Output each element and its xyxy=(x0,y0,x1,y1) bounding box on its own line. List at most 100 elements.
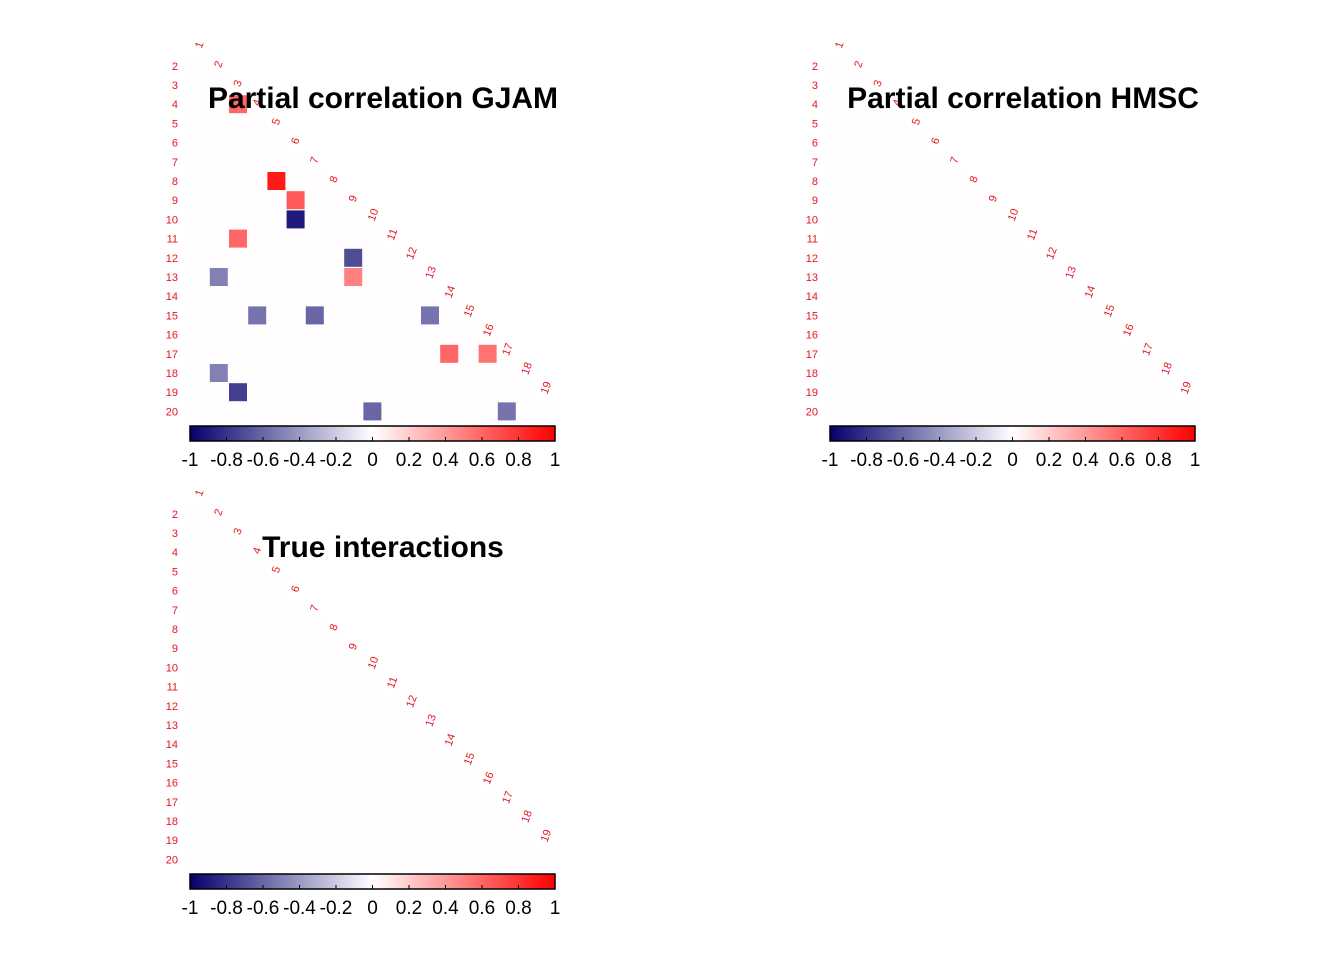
colorbar-tick-label: -0.6 xyxy=(887,450,920,471)
row-label: 2 xyxy=(812,61,818,73)
colorbar-tick-label: -0.8 xyxy=(850,450,883,471)
triangle-background xyxy=(190,504,555,869)
colorbar-tick-label: -1 xyxy=(822,450,839,471)
row-label: 7 xyxy=(172,157,178,169)
col-label: 11 xyxy=(385,675,400,690)
col-label: 9 xyxy=(987,194,1000,204)
row-label: 8 xyxy=(812,176,818,188)
col-label: 17 xyxy=(500,342,515,358)
colorbar: -1 -0.8 -0.6 -0.4 -0.2 0 0.2 0.4 0.6 0.8 1 xyxy=(822,425,1200,471)
col-label: 16 xyxy=(1121,322,1136,338)
row-label: 18 xyxy=(166,368,178,380)
row-label: 10 xyxy=(166,662,178,674)
row-labels: 2 3 4 5 6 7 8 9 10 11 12 13 14 15 16 17 18 19 20 xyxy=(166,61,178,419)
col-label: 6 xyxy=(929,136,942,146)
col-label: 18 xyxy=(1160,361,1175,377)
col-label: 12 xyxy=(404,694,419,710)
row-label: 12 xyxy=(166,253,178,265)
col-label: 14 xyxy=(443,732,458,748)
col-label: 11 xyxy=(1025,227,1040,242)
col-label: 3 xyxy=(232,79,245,89)
colorbar-tick-label: -0.6 xyxy=(247,450,280,471)
row-label: 20 xyxy=(166,406,178,418)
colorbar-tick-label: -0.8 xyxy=(210,898,243,919)
row-label: 16 xyxy=(806,330,818,342)
row-label: 7 xyxy=(172,605,178,617)
col-label: 1 xyxy=(193,40,206,50)
col-label: 16 xyxy=(481,770,496,786)
col-label: 14 xyxy=(1083,284,1098,300)
heatmap-cell xyxy=(267,172,286,190)
col-label: 5 xyxy=(270,565,283,575)
col-label: 4 xyxy=(251,546,264,556)
col-label: 17 xyxy=(500,790,515,806)
col-label: 9 xyxy=(347,642,360,652)
colorbar-tick-label: -0.2 xyxy=(320,450,353,471)
row-label: 10 xyxy=(806,214,818,226)
colorbar: -1 -0.8 -0.6 -0.4 -0.2 0 0.2 0.4 0.6 0.8 1 xyxy=(182,873,561,919)
row-label: 13 xyxy=(166,720,178,732)
row-label: 16 xyxy=(166,778,178,790)
row-label: 15 xyxy=(806,310,818,322)
row-label: 14 xyxy=(806,291,818,303)
row-label: 6 xyxy=(812,138,818,150)
row-label: 17 xyxy=(166,349,178,361)
col-label: 19 xyxy=(539,380,554,396)
row-label: 14 xyxy=(166,291,178,303)
col-label: 7 xyxy=(308,603,321,613)
colorbar-tick-label: 0.2 xyxy=(396,898,422,919)
row-label: 20 xyxy=(166,854,178,866)
row-label: 5 xyxy=(812,118,818,130)
col-label: 7 xyxy=(948,155,961,165)
col-label: 3 xyxy=(232,527,245,537)
colorbar-tick-label: -0.8 xyxy=(210,450,243,471)
heatmap-cell xyxy=(305,306,324,325)
col-label: 18 xyxy=(520,361,535,377)
row-label: 3 xyxy=(172,528,178,540)
colorbar-tick-label: 0 xyxy=(1007,450,1018,471)
row-label: 18 xyxy=(166,816,178,828)
colorbar-tick-label: 0.6 xyxy=(469,450,495,471)
row-label: 10 xyxy=(166,214,178,226)
col-label: 13 xyxy=(424,713,439,729)
row-label: 3 xyxy=(812,80,818,92)
colorbar-tick-label: 1 xyxy=(550,898,561,919)
heatmap-cell xyxy=(286,210,305,229)
col-label: 16 xyxy=(481,322,496,338)
row-label: 12 xyxy=(806,253,818,265)
heatmap-cell xyxy=(478,344,497,363)
row-label: 4 xyxy=(172,547,178,559)
colorbar-tick-label: 0.2 xyxy=(396,450,422,471)
row-label: 15 xyxy=(166,758,178,770)
col-label: 4 xyxy=(891,98,904,108)
heatmap-cell xyxy=(229,95,247,114)
col-label: 6 xyxy=(289,584,302,594)
row-label: 15 xyxy=(166,310,178,322)
row-label: 18 xyxy=(806,368,818,380)
col-label: 5 xyxy=(910,117,923,127)
heatmap-cell xyxy=(363,402,382,421)
col-label: 7 xyxy=(308,155,321,165)
triangle-background xyxy=(830,56,1195,421)
row-label: 2 xyxy=(172,509,178,521)
triangle-background xyxy=(190,56,555,421)
colorbar-tick-label: -0.6 xyxy=(247,898,280,919)
col-label: 2 xyxy=(212,507,225,517)
col-label: 12 xyxy=(404,246,419,262)
heatmap-cell xyxy=(229,383,247,402)
panel-title: True interactions xyxy=(262,531,504,564)
row-label: 19 xyxy=(166,835,178,847)
colorbar-tick-label: 0.8 xyxy=(1145,450,1171,471)
row-label: 5 xyxy=(172,118,178,130)
heatmap-cell xyxy=(440,344,459,363)
colorbar-tick-label: 0.4 xyxy=(432,450,459,471)
colorbar-tick-label: 0.4 xyxy=(1072,450,1099,471)
row-label: 12 xyxy=(166,701,178,713)
row-label: 19 xyxy=(806,387,818,399)
col-label: 17 xyxy=(1140,342,1155,358)
row-label: 5 xyxy=(172,566,178,578)
